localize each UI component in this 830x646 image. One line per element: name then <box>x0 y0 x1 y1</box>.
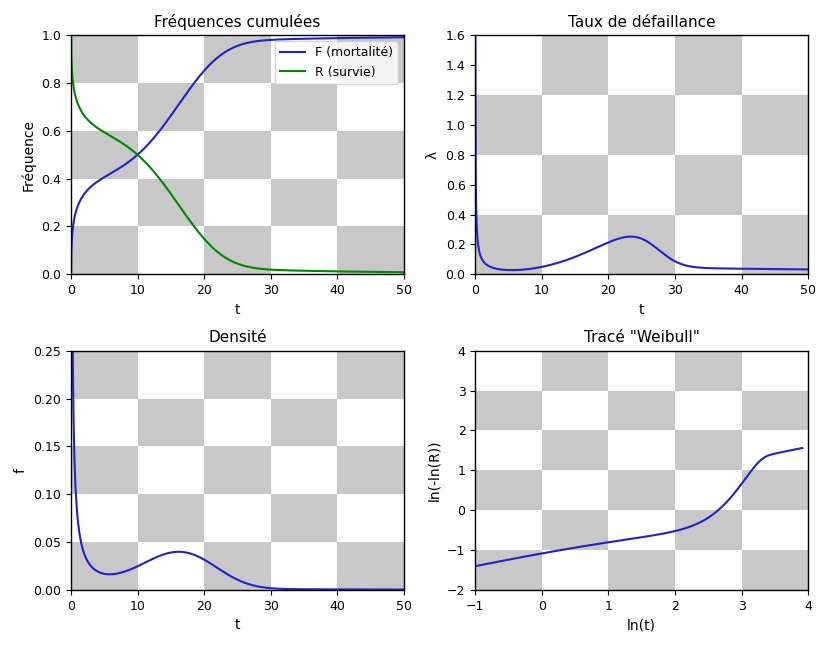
Title: Taux de défaillance: Taux de défaillance <box>568 15 715 30</box>
Bar <box>204 131 271 179</box>
Bar <box>204 227 271 275</box>
Bar <box>71 131 138 179</box>
F (mortalité) <box>315 34 325 42</box>
Bar <box>271 399 338 446</box>
Bar <box>675 155 741 214</box>
X-axis label: t: t <box>235 618 241 632</box>
Bar <box>675 510 741 550</box>
F (mortalité) <box>399 34 409 41</box>
R (survie) <box>193 228 203 236</box>
Bar <box>542 351 608 391</box>
Bar <box>741 391 808 430</box>
F (mortalité) <box>66 268 76 276</box>
R (survie) <box>283 266 293 274</box>
Bar <box>542 430 608 470</box>
Bar <box>71 351 138 399</box>
Title: Tracé "Weibull": Tracé "Weibull" <box>583 331 700 346</box>
Line: F (mortalité): F (mortalité) <box>71 37 404 272</box>
F (mortalité) <box>283 36 293 43</box>
Bar <box>476 550 542 590</box>
Bar <box>271 494 338 542</box>
X-axis label: t: t <box>235 302 241 317</box>
Bar <box>204 446 271 494</box>
F (mortalité) <box>127 156 137 163</box>
Bar <box>138 179 204 227</box>
Bar <box>476 470 542 510</box>
Line: R (survie): R (survie) <box>71 37 404 272</box>
Title: Fréquences cumulées: Fréquences cumulées <box>154 14 321 30</box>
Bar <box>542 155 608 214</box>
Bar <box>608 95 675 155</box>
F (mortalité) <box>339 34 349 42</box>
Bar <box>138 83 204 131</box>
Bar <box>204 36 271 83</box>
Bar <box>71 542 138 590</box>
Bar <box>608 550 675 590</box>
Bar <box>476 391 542 430</box>
Bar <box>338 131 404 179</box>
Bar <box>338 351 404 399</box>
R (survie) <box>66 34 76 41</box>
Y-axis label: ln(-ln(R)): ln(-ln(R)) <box>427 439 442 501</box>
R (survie) <box>399 268 409 276</box>
Title: Densité: Densité <box>208 331 267 346</box>
Y-axis label: λ: λ <box>426 151 440 159</box>
R (survie) <box>315 267 325 275</box>
Bar <box>71 227 138 275</box>
Bar <box>608 470 675 510</box>
R (survie) <box>339 267 349 275</box>
Bar <box>338 227 404 275</box>
Y-axis label: f: f <box>14 468 28 473</box>
Bar <box>476 214 542 275</box>
Bar <box>271 179 338 227</box>
Bar <box>338 446 404 494</box>
Bar <box>204 542 271 590</box>
Legend: F (mortalité), R (survie): F (mortalité), R (survie) <box>275 41 398 84</box>
Bar <box>741 95 808 155</box>
Bar <box>71 446 138 494</box>
Bar <box>675 36 741 95</box>
X-axis label: t: t <box>639 302 644 317</box>
Y-axis label: Fréquence: Fréquence <box>22 119 36 191</box>
Bar <box>542 36 608 95</box>
Bar <box>138 494 204 542</box>
Bar <box>741 550 808 590</box>
F (mortalité) <box>266 36 276 44</box>
Bar <box>476 95 542 155</box>
Bar <box>338 36 404 83</box>
Bar <box>675 351 741 391</box>
X-axis label: ln(t): ln(t) <box>627 618 657 632</box>
R (survie) <box>127 146 137 154</box>
Bar <box>338 542 404 590</box>
Bar <box>271 83 338 131</box>
Bar <box>608 214 675 275</box>
Bar <box>608 391 675 430</box>
Bar <box>71 36 138 83</box>
Bar <box>138 399 204 446</box>
Bar <box>542 510 608 550</box>
Bar <box>675 430 741 470</box>
Bar <box>741 470 808 510</box>
F (mortalité) <box>193 74 203 81</box>
Bar <box>204 351 271 399</box>
R (survie) <box>266 266 276 273</box>
Bar <box>741 214 808 275</box>
